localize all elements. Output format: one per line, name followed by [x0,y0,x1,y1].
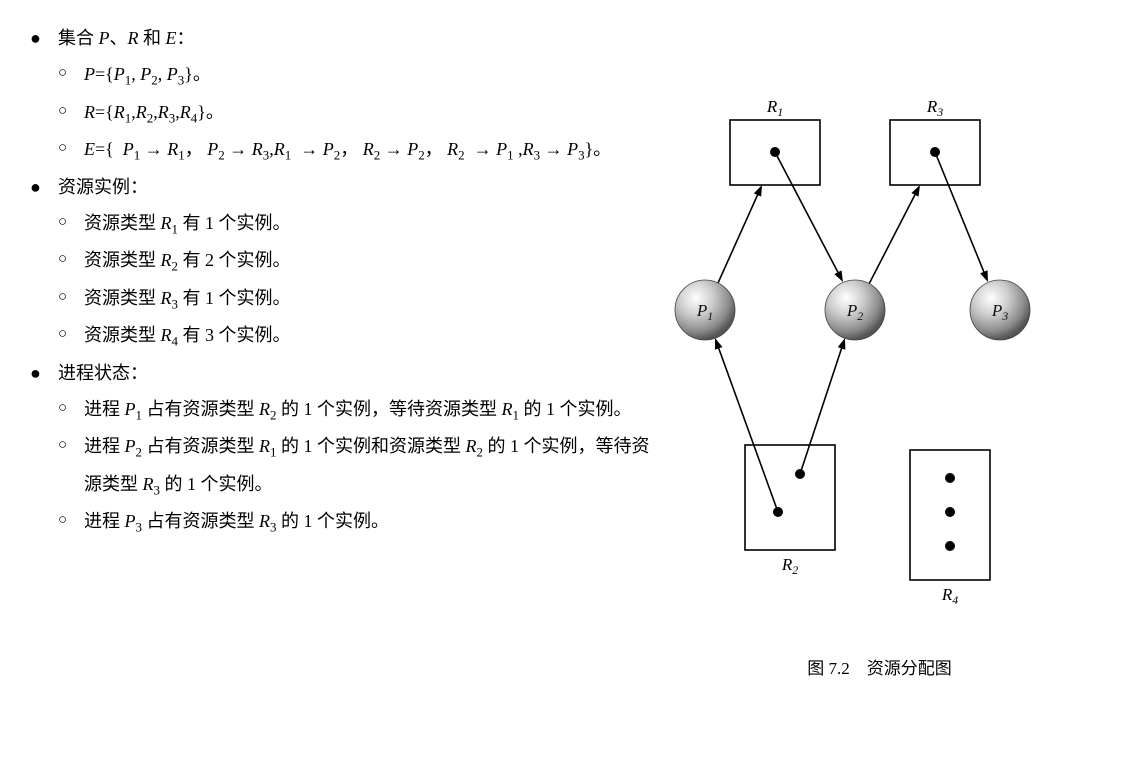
text-proc2: 进程 P2 占有资源类型 R1 的 1 个实例和资源类型 R2 的 1 个实例，… [84,428,650,503]
bullet-processes: ● 进程状态： [30,355,650,391]
resource-R2 [745,445,835,550]
text-proc3: 进程 P3 占有资源类型 R3 的 1 个实例。 [84,503,650,541]
text-column: ● 集合 P、R 和 E： ○ P={P1, P2, P3}。 ○ R={R1,… [30,20,660,686]
bullet-hollow-icon: ○ [58,242,84,277]
page: ● 集合 P、R 和 E： ○ P={P1, P2, P3}。 ○ R={R1,… [30,20,1099,686]
edge-P1-R1 [718,185,762,283]
bullet-hollow-icon: ○ [58,391,84,426]
bullet-solid-icon: ● [30,355,58,391]
resource-label: R2 [781,555,798,577]
resource-instance-dot [945,507,955,517]
resource-instance-dot [795,469,805,479]
edge-R1.0-P2 [775,152,843,282]
bullet-resources: ● 资源实例： [30,169,650,205]
text-res4: 资源类型 R4 有 3 个实例。 [84,317,650,355]
text-res3: 资源类型 R3 有 1 个实例。 [84,280,650,318]
item-proc1: ○ 进程 P1 占有资源类型 R2 的 1 个实例，等待资源类型 R1 的 1 … [58,391,650,429]
bullet-hollow-icon: ○ [58,428,84,463]
bullet-solid-icon: ● [30,20,58,56]
resource-instance-dot [945,473,955,483]
item-res3: ○ 资源类型 R3 有 1 个实例。 [58,280,650,318]
text-proc1: 进程 P1 占有资源类型 R2 的 1 个实例，等待资源类型 R1 的 1 个实… [84,391,650,429]
item-e-set: ○ E={ P1 → R1， P2 → R3,R1 → P2， R2 → P2，… [58,131,650,169]
bullet-hollow-icon: ○ [58,205,84,240]
bullet-hollow-icon: ○ [58,131,84,166]
figure-column: P1P2P3R1R3R2R4 图 7.2 资源分配图 [660,20,1099,686]
heading-sets: 集合 P、R 和 E： [58,20,650,56]
resource-allocation-graph: P1P2P3R1R3R2R4 [660,80,1099,640]
figure-caption: 图 7.2 资源分配图 [660,652,1099,686]
resource-instance-dot [770,147,780,157]
item-proc3: ○ 进程 P3 占有资源类型 R3 的 1 个实例。 [58,503,650,541]
item-res2: ○ 资源类型 R2 有 2 个实例。 [58,242,650,280]
resource-instance-dot [945,541,955,551]
resource-instance-dot [773,507,783,517]
bullet-solid-icon: ● [30,169,58,205]
edge-P2-R3 [869,185,920,284]
resource-label: R3 [926,97,943,119]
item-proc2: ○ 进程 P2 占有资源类型 R1 的 1 个实例和资源类型 R2 的 1 个实… [58,428,650,503]
resource-label: R4 [941,585,958,607]
edge-R2.0-P2 [800,338,845,474]
text-res2: 资源类型 R2 有 2 个实例。 [84,242,650,280]
resource-label: R1 [766,97,783,119]
text-res1: 资源类型 R1 有 1 个实例。 [84,205,650,243]
bullet-hollow-icon: ○ [58,280,84,315]
item-res1: ○ 资源类型 R1 有 1 个实例。 [58,205,650,243]
bullet-hollow-icon: ○ [58,94,84,129]
item-r-set: ○ R={R1,R2,R3,R4}。 [58,94,650,132]
item-res4: ○ 资源类型 R4 有 3 个实例。 [58,317,650,355]
heading-resources: 资源实例： [58,169,650,205]
bullet-hollow-icon: ○ [58,56,84,91]
bullet-sets: ● 集合 P、R 和 E： [30,20,650,56]
text-r-set: R={R1,R2,R3,R4}。 [84,94,650,132]
bullet-hollow-icon: ○ [58,317,84,352]
text-e-set: E={ P1 → R1， P2 → R3,R1 → P2， R2 → P2， R… [84,131,650,169]
edge-R2.1-P1 [715,338,778,512]
heading-processes: 进程状态： [58,355,650,391]
resource-instance-dot [930,147,940,157]
item-p-set: ○ P={P1, P2, P3}。 [58,56,650,94]
text-p-set: P={P1, P2, P3}。 [84,56,650,94]
bullet-hollow-icon: ○ [58,503,84,538]
